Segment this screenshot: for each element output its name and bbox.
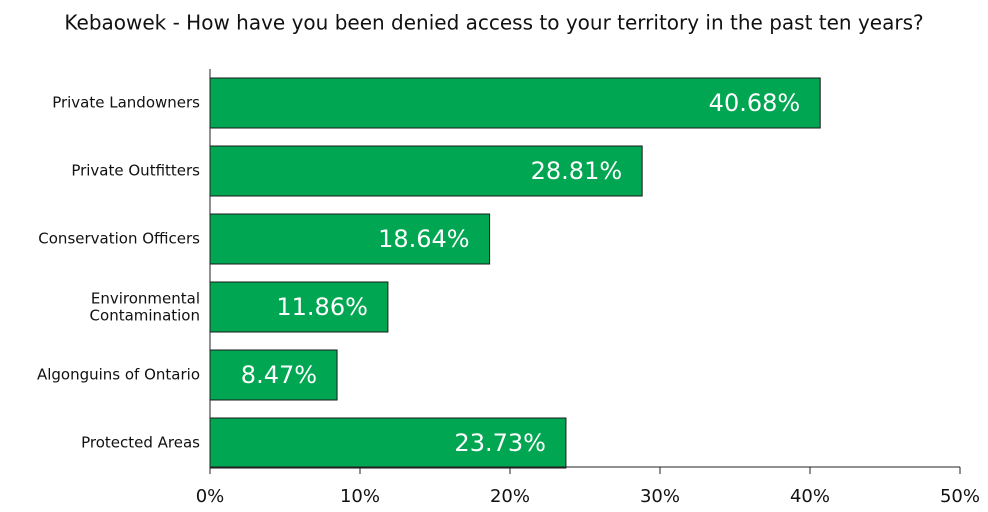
y-tick-label: Private Outfitters <box>71 162 200 180</box>
bar <box>209 77 821 129</box>
x-tick-label: 30% <box>640 486 680 507</box>
y-tick-label: Conservation Officers <box>38 230 200 248</box>
value-label: 28.81% <box>531 157 623 185</box>
bar <box>209 281 389 333</box>
value-label: 40.68% <box>709 89 801 117</box>
x-tick-label: 20% <box>490 486 530 507</box>
x-tick-label: 10% <box>340 486 380 507</box>
y-tick-label: Private Landowners <box>52 94 200 112</box>
bar <box>209 349 338 401</box>
chart-title: Kebaowek - How have you been denied acce… <box>64 11 923 35</box>
bar <box>209 417 567 469</box>
value-label: 18.64% <box>378 225 470 253</box>
x-tick-label: 0% <box>196 486 225 507</box>
value-label: 8.47% <box>241 361 317 389</box>
bar <box>209 213 491 265</box>
value-label: 11.86% <box>276 293 368 321</box>
value-label: 23.73% <box>454 429 546 457</box>
y-tick-label: Protected Areas <box>81 434 200 452</box>
y-tick-label: Environmental Contamination <box>90 289 200 324</box>
x-tick-label: 50% <box>940 486 980 507</box>
y-tick-label: Algonguins of Ontario <box>37 366 200 384</box>
x-tick-label: 40% <box>790 486 830 507</box>
